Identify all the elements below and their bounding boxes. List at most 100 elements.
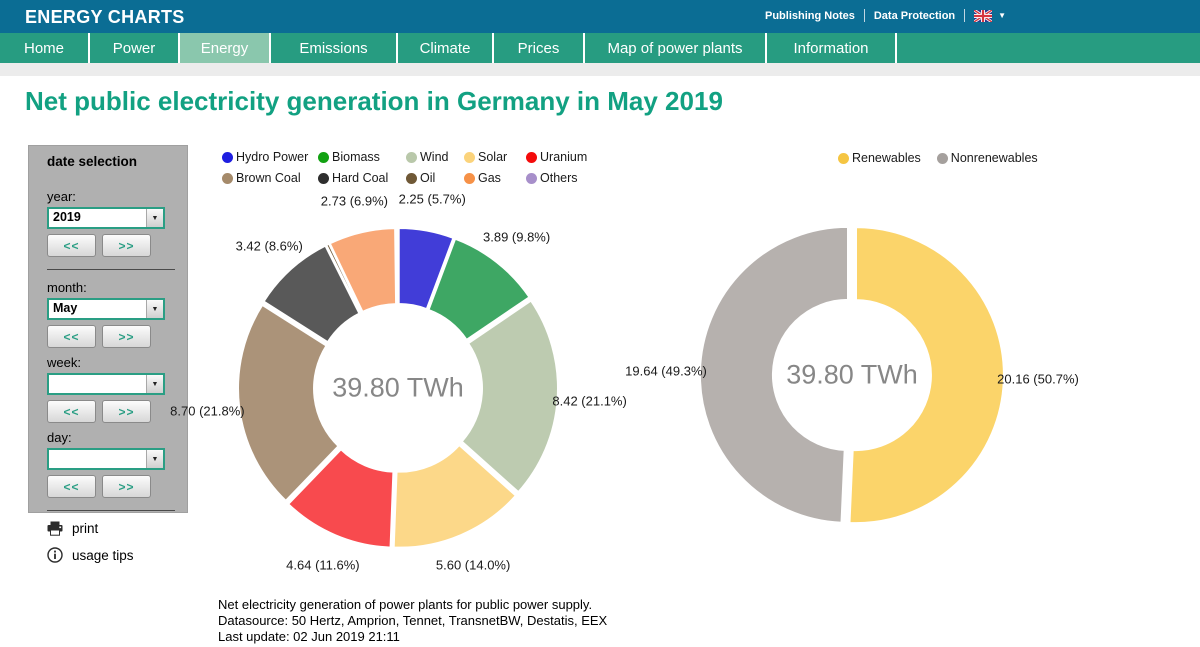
tab-emissions[interactable]: Emissions xyxy=(271,33,398,63)
slice-value-label-hard-coal: 3.42 (8.6%) xyxy=(235,238,303,254)
legend-swatch-icon xyxy=(464,151,475,163)
print-icon xyxy=(47,521,63,536)
year-next-button[interactable]: >> xyxy=(102,234,151,257)
day-label: day: xyxy=(47,430,72,445)
slice-value-label-solar: 5.60 (14.0%) xyxy=(435,557,511,573)
legend-swatch-icon xyxy=(222,172,233,184)
tab-home[interactable]: Home xyxy=(0,33,90,63)
legend-label: Oil xyxy=(420,171,436,185)
footer-line: Net electricity generation of power plan… xyxy=(218,597,593,612)
legend-swatch-icon xyxy=(838,152,849,164)
slice-nonrenewables[interactable] xyxy=(698,225,849,524)
language-selector[interactable]: ▼ xyxy=(974,9,1007,22)
legend-swatch-icon xyxy=(318,151,329,163)
legend-item-wind[interactable]: Wind xyxy=(406,150,464,164)
slice-value-label-uranium: 4.64 (11.6%) xyxy=(286,557,360,573)
legend-item-oil[interactable]: Oil xyxy=(406,171,464,185)
donut-center-total: 39.80 TWh xyxy=(332,372,464,403)
generation-donut-chart: 39.80 TWh 2.25 (5.7%) 3.89 (9.8%) 8.42 (21… xyxy=(160,190,650,600)
legend-swatch-icon xyxy=(464,172,475,184)
legend-swatch-icon xyxy=(936,152,948,164)
slice-value-label-renewables: 20.16 (50.7%) xyxy=(997,371,1079,387)
week-next-button[interactable]: >> xyxy=(102,400,151,423)
legend-swatch-icon xyxy=(406,151,417,163)
tab-energy[interactable]: Energy xyxy=(180,33,271,63)
nav-underline-strip xyxy=(0,63,1200,76)
legend-item-hard-coal[interactable]: Hard Coal xyxy=(318,171,406,185)
day-prev-button[interactable]: << xyxy=(47,475,96,498)
usage-tips-button[interactable]: usage tips xyxy=(47,547,187,563)
sidebar-divider xyxy=(47,269,175,270)
slice-value-label-wind: 8.42 (21.1%) xyxy=(552,393,627,409)
print-button[interactable]: print xyxy=(47,521,187,536)
chevron-down-icon: ▼ xyxy=(998,11,1007,20)
slice-brown-coal[interactable] xyxy=(237,303,340,502)
legend-item-hydro-power[interactable]: Hydro Power xyxy=(222,150,318,164)
data-protection-link[interactable]: Data Protection xyxy=(873,9,956,22)
legend-label: Others xyxy=(540,171,578,185)
legend-item-others[interactable]: Others xyxy=(526,171,606,185)
dropdown-arrow-icon: ▼ xyxy=(146,375,163,393)
slice-solar[interactable] xyxy=(392,443,517,549)
legend-label: Uranium xyxy=(540,150,588,164)
tab-prices[interactable]: Prices xyxy=(494,33,585,63)
header-divider xyxy=(863,9,865,22)
legend-swatch-icon xyxy=(526,151,537,163)
slice-value-label-hydro-power: 2.25 (5.7%) xyxy=(398,191,466,207)
footer-note: Net electricity generation of power plan… xyxy=(218,597,607,645)
slice-hard-coal[interactable] xyxy=(262,244,361,344)
legend-label: Wind xyxy=(420,150,449,164)
legend-label: Gas xyxy=(478,171,501,185)
day-select[interactable]: ▼ xyxy=(47,448,165,470)
dropdown-arrow-icon: ▼ xyxy=(146,450,163,468)
slice-biomass[interactable] xyxy=(427,237,531,341)
print-label: print xyxy=(72,521,99,536)
top-header: ENERGY CHARTS Publishing Notes Data Prot… xyxy=(0,0,1200,33)
tab-power[interactable]: Power xyxy=(90,33,180,63)
sidebar-divider xyxy=(47,510,175,511)
legend-label: Hard Coal xyxy=(332,171,389,185)
tab-information[interactable]: Information xyxy=(767,33,897,63)
header-divider xyxy=(964,9,966,22)
legend-item-gas[interactable]: Gas xyxy=(464,171,526,185)
legend-item-uranium[interactable]: Uranium xyxy=(526,150,606,164)
legend-label: Solar xyxy=(478,150,508,164)
month-next-button[interactable]: >> xyxy=(102,325,151,348)
day-next-button[interactable]: >> xyxy=(102,475,151,498)
year-prev-button[interactable]: << xyxy=(47,234,96,257)
dropdown-arrow-icon: ▼ xyxy=(146,209,163,227)
slice-value-label-brown-coal: 8.70 (21.8%) xyxy=(170,403,245,419)
slice-hydro-power[interactable] xyxy=(397,227,455,311)
legend-item-brown-coal[interactable]: Brown Coal xyxy=(222,171,318,185)
legend-item-renewables[interactable]: Renewables xyxy=(838,151,921,165)
month-prev-button[interactable]: << xyxy=(47,325,96,348)
legend-item-nonrenewables[interactable]: Nonrenewables xyxy=(936,151,1038,165)
slice-wind[interactable] xyxy=(460,299,559,494)
renewables-donut-chart: 39.80 TWh 20.16 (50.7%) 19.64 (49.3%) xyxy=(610,190,1100,570)
legend-swatch-icon xyxy=(318,172,329,184)
week-select[interactable]: ▼ xyxy=(47,373,165,395)
slice-uranium[interactable] xyxy=(287,448,395,549)
publishing-notes-link[interactable]: Publishing Notes xyxy=(765,9,855,22)
legend-label: Brown Coal xyxy=(236,171,301,185)
month-label: month: xyxy=(47,280,87,295)
site-logo[interactable]: ENERGY CHARTS xyxy=(25,7,185,27)
week-prev-button[interactable]: << xyxy=(47,400,96,423)
slice-others[interactable] xyxy=(395,226,399,306)
slice-renewables[interactable] xyxy=(848,226,1005,525)
tab-map-of-power-plants[interactable]: Map of power plants xyxy=(585,33,767,63)
date-selection-title: date selection xyxy=(47,154,138,169)
legend-label: Hydro Power xyxy=(236,150,309,164)
donut-center-total: 39.80 TWh xyxy=(786,359,918,390)
renewables-chart-legend: Renewables Nonrenewables xyxy=(838,151,1038,165)
legend-label: Renewables xyxy=(852,151,921,165)
main-nav: Home Power Energy Emissions Climate Prices Map… xyxy=(0,33,1200,63)
year-label: year: xyxy=(47,189,76,204)
legend-item-solar[interactable]: Solar xyxy=(464,150,526,164)
year-select[interactable]: 2019 ▼ xyxy=(47,207,165,229)
month-select[interactable]: May ▼ xyxy=(47,298,165,320)
slice-value-label-biomass: 3.89 (9.8%) xyxy=(482,229,551,245)
date-selection-panel: date selection year: 2019 ▼ << >> month:… xyxy=(28,145,188,563)
tab-climate[interactable]: Climate xyxy=(398,33,494,63)
legend-item-biomass[interactable]: Biomass xyxy=(318,150,406,164)
